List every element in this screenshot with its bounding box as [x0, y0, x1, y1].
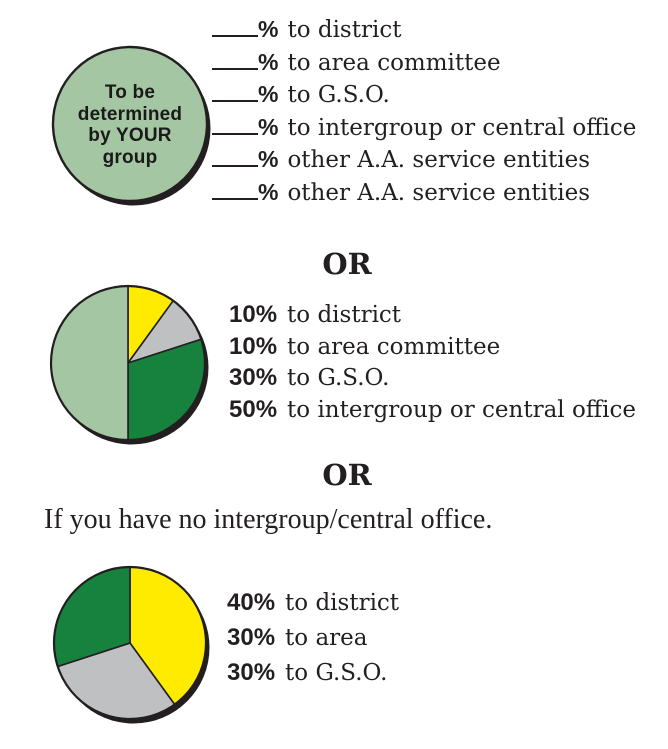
percent-sign: % — [258, 146, 279, 173]
circle-face — [51, 45, 209, 203]
allocation-label: to district — [287, 17, 402, 43]
percent-value: 30% — [229, 364, 278, 392]
or-divider: OR — [322, 458, 372, 492]
legend-no-intergroup-split: 40% to district 30% to area 30% to G.S.O. — [227, 589, 399, 694]
allocation-label: to intergroup or central office — [287, 114, 637, 141]
fill-in-row: % to intergroup or central office — [212, 114, 636, 147]
allocation-label: to intergroup or central office — [287, 396, 636, 423]
fill-in-row: % to area committee — [212, 49, 636, 82]
circle-caption-line: by YOUR — [88, 125, 172, 146]
legend-row: 30% to area — [227, 624, 399, 659]
allocation-label: to district — [287, 302, 402, 328]
percent-sign: % — [258, 16, 279, 42]
pie-outline — [49, 284, 207, 442]
allocation-label: to G.S.O. — [287, 82, 390, 109]
legend-row: 10% to district — [229, 301, 636, 333]
legend-row: 40% to district — [227, 589, 399, 624]
legend-row: 30% to G.S.O. — [227, 659, 399, 694]
percent-value: 30% — [227, 624, 276, 651]
allocation-label: to G.S.O. — [287, 365, 390, 392]
percent-sign: % — [258, 113, 279, 140]
percent-value: 50% — [229, 395, 278, 423]
fill-in-blank — [212, 197, 258, 200]
percent-sign: % — [258, 48, 279, 75]
percent-sign: % — [258, 178, 279, 205]
allocation-label: other A.A. service entities — [287, 179, 591, 206]
percent-value: 30% — [227, 659, 276, 686]
legend-suggested-split: 10% to district 10% to area committee 30% t… — [229, 301, 636, 427]
fill-in-blank — [212, 67, 258, 70]
allocation-label: other A.A. service entities — [287, 147, 591, 174]
circle-caption-line: determined — [77, 103, 183, 125]
blank-pie-circle — [51, 45, 211, 206]
percent-value: 10% — [229, 332, 278, 360]
pie-chart-suggested-split — [49, 284, 209, 445]
allocation-label: to district — [285, 590, 400, 616]
percent-value: 40% — [227, 589, 276, 616]
fill-in-blank — [212, 35, 258, 37]
pie-chart-no-intergroup-split — [52, 565, 210, 724]
fill-in-row: % other A.A. service entities — [212, 179, 636, 212]
fill-in-row: % other A.A. service entities — [212, 146, 636, 179]
allocation-label: to area committee — [287, 333, 501, 360]
fill-in-blank — [212, 165, 258, 168]
legend-row: 10% to area committee — [229, 333, 636, 365]
allocation-label: to G.S.O. — [285, 660, 388, 686]
circle-caption: To be determined by YOUR group — [55, 82, 205, 168]
no-intergroup-note: If you have no intergroup/central office… — [44, 504, 493, 535]
circle-caption-line: To be — [104, 82, 156, 103]
fill-in-blank — [212, 100, 258, 103]
allocation-label: to area committee — [287, 49, 501, 76]
fill-in-row: % to district — [212, 16, 636, 49]
fill-in-blank — [212, 132, 258, 135]
fill-in-list: % to district % to area committee % to G.S.… — [212, 16, 636, 212]
circle-caption-line: group — [102, 146, 158, 168]
legend-row: 50% to intergroup or central office — [229, 396, 636, 428]
allocation-label: to area — [285, 625, 368, 651]
legend-row: 30% to G.S.O. — [229, 364, 636, 396]
fill-in-row: % to G.S.O. — [212, 81, 636, 114]
percent-value: 10% — [229, 301, 278, 328]
percent-sign: % — [258, 81, 279, 108]
pie-outline — [52, 565, 208, 721]
pie-slice-to-intergroup-or-central-office — [50, 285, 129, 441]
or-divider: OR — [322, 247, 372, 281]
